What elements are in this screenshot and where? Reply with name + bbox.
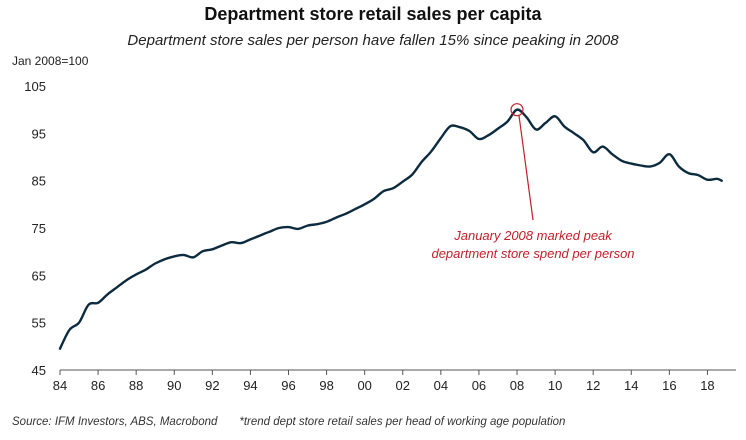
x-tick-label-88: 88 [129, 378, 143, 393]
x-tick-label-98: 98 [319, 378, 333, 393]
series-group [58, 108, 723, 350]
x-tick-label-94: 94 [243, 378, 257, 393]
x-tick-label-86: 86 [91, 378, 105, 393]
axes [59, 369, 736, 375]
y-tick-label-85: 85 [32, 174, 46, 189]
x-tick-label-00: 00 [357, 378, 371, 393]
footnote-text: *trend dept store retail sales per head … [239, 416, 566, 428]
x-tick-label-06: 06 [472, 378, 486, 393]
annotation-text-line1: January 2008 marked peak [453, 228, 613, 243]
y-tick-label-65: 65 [32, 268, 46, 283]
annotation-leader-line [518, 115, 534, 221]
x-tick-label-08: 08 [510, 378, 524, 393]
source-text: Source: IFM Investors, ABS, Macrobond [12, 416, 218, 428]
x-tick-label-14: 14 [624, 378, 638, 393]
series-line-0 [58, 108, 723, 350]
annotation-group: January 2008 marked peak department store… [431, 103, 635, 261]
x-tick-label-12: 12 [586, 378, 600, 393]
annotation-text-line2: department store spend per person [431, 246, 634, 261]
peak-marker-circle [510, 103, 524, 117]
chart-subtitle: Department store sales per person have f… [127, 32, 619, 49]
y-tick-label-75: 75 [32, 221, 46, 236]
chart-title: Department store retail sales per capita [204, 4, 542, 24]
y-tick-label-95: 95 [32, 126, 46, 141]
y-axis-unit-label: Jan 2008=100 [12, 54, 89, 68]
x-tick-label-02: 02 [396, 378, 410, 393]
x-tick-label-18: 18 [700, 378, 714, 393]
y-tick-label-55: 55 [32, 316, 46, 331]
x-tick-label-04: 04 [434, 378, 448, 393]
x-tick-label-96: 96 [281, 378, 295, 393]
x-tick-label-84: 84 [53, 378, 67, 393]
x-tick-label-92: 92 [205, 378, 219, 393]
y-tick-label-105: 105 [24, 79, 46, 94]
x-tick-label-16: 16 [662, 378, 676, 393]
chart-footer: Source: IFM Investors, ABS, Macrobond *tr… [12, 416, 732, 428]
x-tick-label-10: 10 [548, 378, 562, 393]
x-tick-label-90: 90 [167, 378, 181, 393]
tick-labels: 45 55 65 75 85 95 105 84 86 88 90 92 94 96 98 00 02 04 06 0… [24, 79, 714, 393]
y-tick-label-45: 45 [32, 363, 46, 378]
